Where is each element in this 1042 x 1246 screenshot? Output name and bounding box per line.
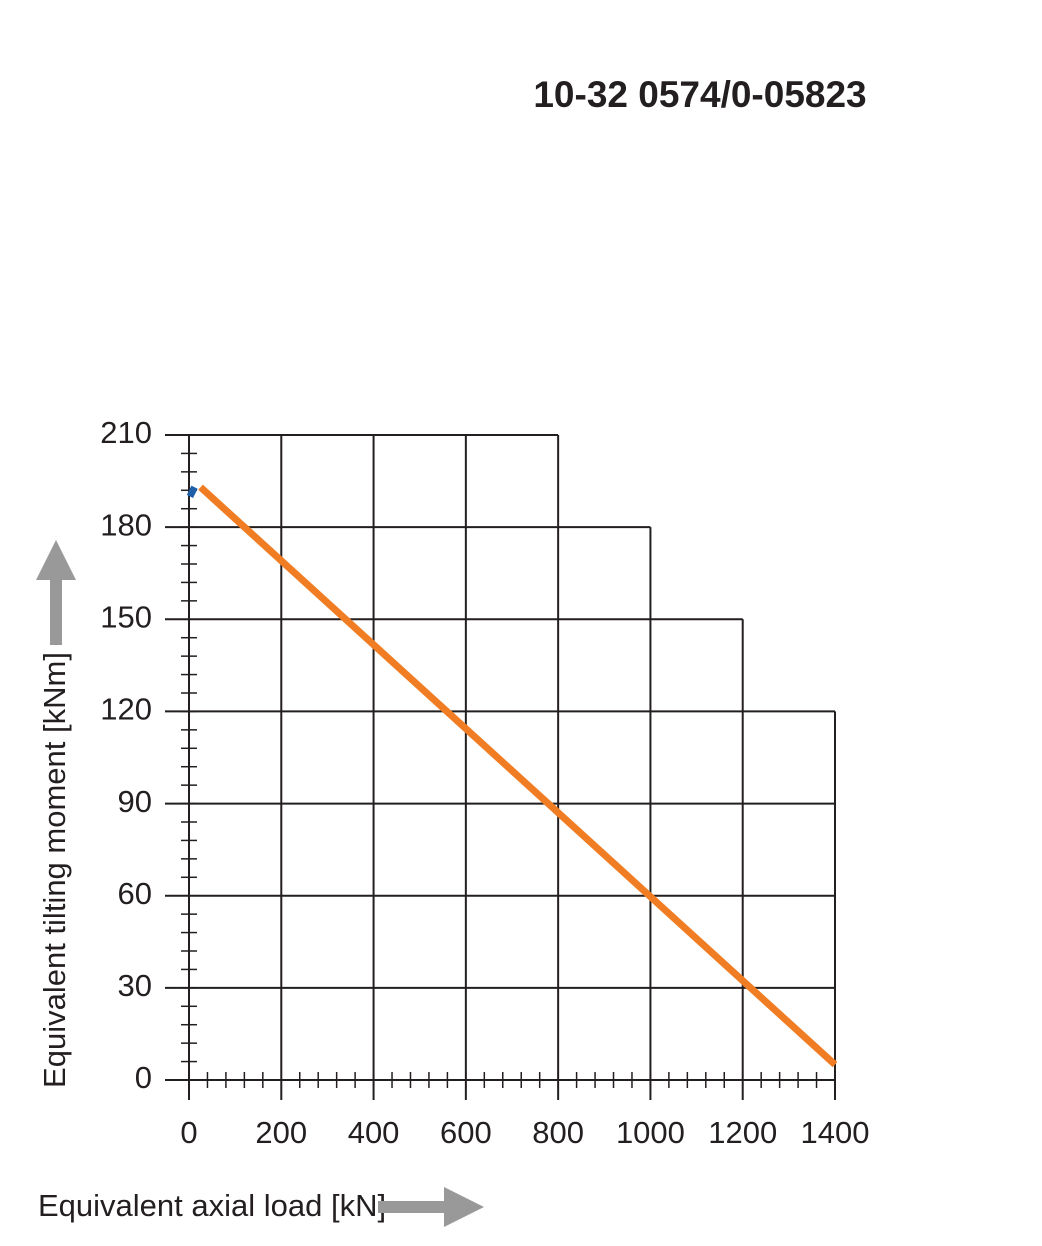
x-tick-label: 0 [180, 1115, 197, 1150]
chart-title: 10-32 0574/0-05823 [533, 74, 866, 115]
y-tick-label: 30 [118, 968, 152, 1003]
y-axis-label: Equivalent tilting moment [kNm] [37, 652, 72, 1088]
y-tick-label: 180 [100, 507, 152, 542]
x-arrow [378, 1187, 484, 1227]
x-tick-label: 1200 [708, 1115, 777, 1150]
x-axis-label: Equivalent axial load [kN] [38, 1188, 386, 1223]
y-tick-label: 150 [100, 599, 152, 634]
data-line [186, 485, 198, 498]
x-tick-label: 600 [440, 1115, 492, 1150]
y-tick-label: 210 [100, 415, 152, 450]
y-arrow [36, 540, 76, 645]
data-line [198, 484, 838, 1068]
x-tick-label: 400 [348, 1115, 400, 1150]
y-tick-label: 120 [100, 692, 152, 727]
x-tick-label: 200 [255, 1115, 307, 1150]
x-tick-label: 1000 [616, 1115, 685, 1150]
x-tick-label: 1400 [801, 1115, 870, 1150]
y-tick-label: 0 [135, 1060, 152, 1095]
x-tick-label: 800 [532, 1115, 584, 1150]
y-tick-label: 90 [118, 784, 152, 819]
y-tick-label: 60 [118, 876, 152, 911]
